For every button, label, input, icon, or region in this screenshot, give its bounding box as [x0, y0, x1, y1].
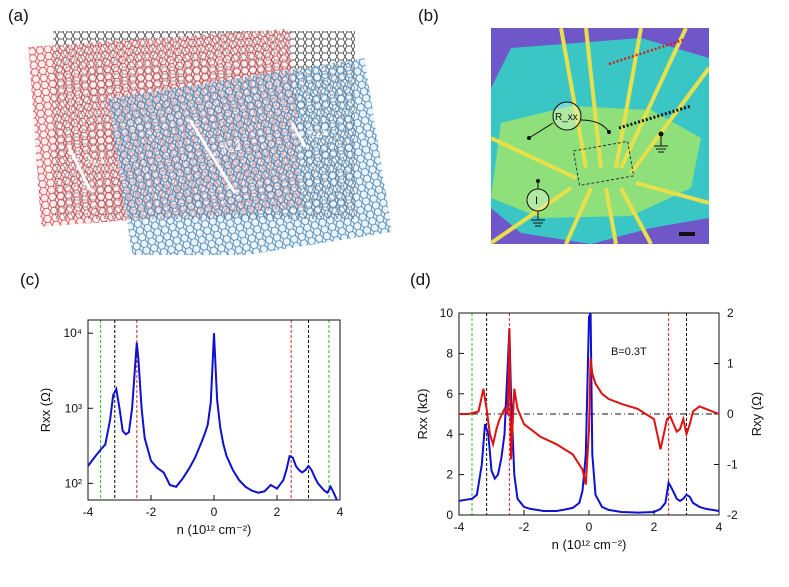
c-xtick-label-1: -2 [146, 505, 157, 519]
panel-label-c: (c) [20, 270, 40, 289]
c-ytick-label-2: 10⁴ [63, 326, 82, 340]
moire-lattice-illustration: λ_1 λ_2 λ_1 [28, 28, 393, 255]
rxx-meter [552, 101, 582, 131]
device-micrograph: R_xx I [491, 28, 709, 244]
d-xlabel: n (10¹² cm⁻²) [552, 537, 627, 552]
d-xtick-label-0: -4 [454, 520, 465, 534]
blue-layer [107, 58, 393, 255]
lambda-label-mid: λ_2 [223, 141, 241, 153]
lambda-label-right: λ_1 [309, 126, 327, 138]
d-y2label: Rxy (Ω) [749, 392, 764, 436]
d-xtick-label-1: -2 [519, 520, 530, 534]
c-xtick-label-3: 2 [274, 505, 281, 519]
panel-label-b: (b) [418, 6, 439, 25]
d-ytick-label-3: 6 [446, 387, 453, 401]
electrodes [491, 28, 709, 244]
red-edge-marker [608, 38, 684, 66]
d-y2tick-label-1: -1 [727, 458, 738, 472]
field-annotation: B=0.3T [611, 346, 647, 358]
d-xtick-label-4: 4 [716, 520, 723, 534]
d-ytick-label-1: 2 [446, 468, 453, 482]
black-edge-marker [618, 104, 692, 130]
d-ytick-label-5: 10 [440, 306, 454, 320]
ground-symbol [654, 131, 668, 153]
c-xtick-label-0: -4 [83, 505, 94, 519]
hall-bar-region [572, 140, 635, 186]
chart-c: -4 -2 0 2 4 10² 10³ 10⁴ n (10¹² cm⁻²) Rxx (Ω) [38, 319, 344, 537]
panel-label-a: (a) [8, 6, 29, 25]
current-source-label: I [535, 195, 538, 207]
c-xlabel: n (10¹² cm⁻²) [177, 522, 252, 537]
c-ytick-label-1: 10³ [65, 401, 82, 415]
d-ytick-label-2: 4 [446, 427, 453, 441]
d-series-rxy [459, 328, 720, 485]
lambda-label-left: λ_1 [87, 154, 105, 166]
c-ylabel: Rxx (Ω) [38, 388, 53, 432]
d-ylabel: Rxx (kΩ) [415, 389, 430, 440]
rxx-meter-label: R_xx [555, 112, 578, 123]
c-series-rxx [87, 333, 338, 501]
scale-bar [679, 232, 695, 236]
d-y2tick-label-2: 0 [727, 407, 734, 421]
d-ytick-label-4: 8 [446, 346, 453, 360]
d-y2tick-label-4: 2 [727, 306, 734, 320]
lambda-line-left [67, 146, 92, 191]
chart-d: B=0.3T -4 -2 0 2 4 0 2 4 6 8 10 -2 -1 0 1 2 n (10¹² cm⁻²… [415, 306, 764, 552]
d-xtick-label-2: 0 [586, 520, 593, 534]
lambda-line-right [290, 122, 307, 148]
d-series-rxx [458, 312, 720, 514]
c-xtick-label-4: 4 [337, 505, 344, 519]
d-ytick-label-0: 0 [446, 508, 453, 522]
lambda-line-mid [188, 119, 237, 194]
d-y2tick-label-0: -2 [727, 508, 738, 522]
panel-label-d: (d) [410, 270, 431, 289]
c-xtick-label-2: 0 [211, 505, 218, 519]
d-xtick-label-3: 2 [651, 520, 658, 534]
d-y2tick-label-3: 1 [727, 357, 734, 371]
c-ytick-label-0: 10² [65, 476, 82, 490]
